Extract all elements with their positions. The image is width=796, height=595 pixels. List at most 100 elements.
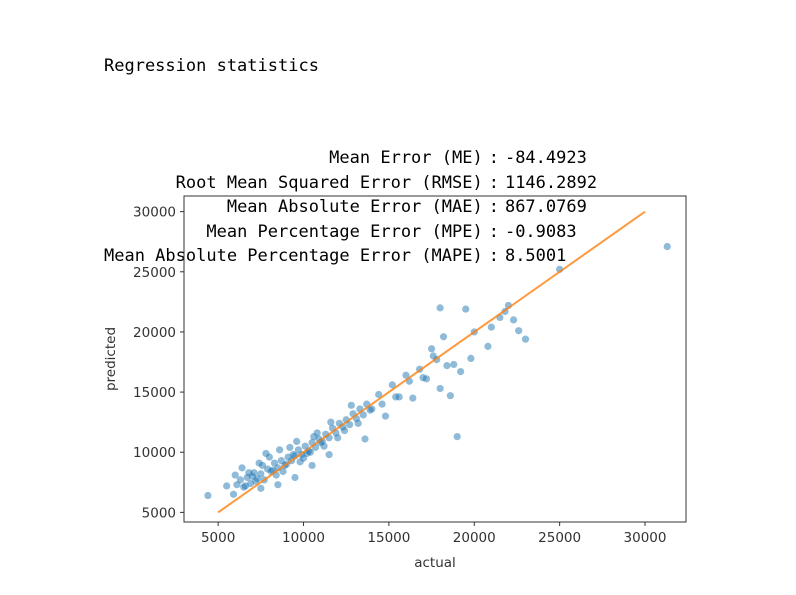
data-point <box>368 405 376 413</box>
data-point <box>257 470 265 478</box>
y-axis-ticks: 5000 10000 15000 20000 25000 30000 <box>133 205 184 521</box>
data-point <box>392 393 400 401</box>
metric-separator: : <box>488 246 499 266</box>
data-point <box>439 333 448 341</box>
y-tick-label: 15000 <box>133 385 176 401</box>
data-point <box>274 481 282 489</box>
data-point <box>453 432 461 441</box>
data-point <box>419 374 427 382</box>
data-point <box>663 242 671 251</box>
data-point <box>262 449 270 458</box>
metric-label: Mean Error (ME) <box>329 148 483 168</box>
y-tick-label: 20000 <box>133 325 176 341</box>
data-point <box>347 401 355 409</box>
data-point <box>354 419 362 427</box>
data-point <box>361 435 369 443</box>
x-tick-label: 20000 <box>453 530 496 546</box>
data-point <box>381 412 390 420</box>
plot-frame <box>183 195 687 523</box>
data-point <box>340 426 349 435</box>
data-point <box>279 467 287 476</box>
data-point <box>487 323 495 331</box>
metrics-table: Mean Error (ME) : -84.4923 Root Mean Squ… <box>104 146 597 269</box>
data-point <box>509 316 518 324</box>
data-point <box>388 381 396 389</box>
data-point <box>296 458 304 466</box>
y-axis-label: predicted <box>103 327 119 391</box>
x-tick-label: 5000 <box>201 530 235 546</box>
x-tick-label: 30000 <box>624 530 667 546</box>
output-heading: Regression statistics <box>104 56 319 76</box>
data-point <box>346 420 354 429</box>
data-point <box>450 360 458 369</box>
data-point <box>436 304 444 312</box>
metric-label: Root Mean Squared Error (RMSE) <box>175 172 483 193</box>
data-point <box>467 354 475 362</box>
data-point <box>223 482 231 490</box>
metric-row: Mean Error (ME) : -84.4923 <box>104 146 597 171</box>
metric-separator: : <box>488 172 499 193</box>
metric-label: Mean Percentage Error (MPE) <box>206 221 483 242</box>
data-point <box>446 392 454 400</box>
points-layer <box>204 242 671 500</box>
data-point <box>257 484 265 492</box>
metric-label: Mean Absolute Percentage Error (MAPE) <box>104 246 483 266</box>
y-tick-label: 5000 <box>142 505 176 521</box>
metric-value: 867.0769 <box>504 197 587 217</box>
metric-label: Mean Absolute Error (MAE) <box>226 197 483 217</box>
data-point <box>521 335 530 343</box>
metric-row: Mean Absolute Percentage Error (MAPE) : … <box>104 244 597 269</box>
data-point <box>286 443 294 452</box>
data-point <box>238 464 246 472</box>
data-point <box>334 434 342 442</box>
data-point <box>293 437 301 446</box>
y-tick-label: 30000 <box>133 205 176 221</box>
metric-separator: : <box>488 197 499 217</box>
data-point <box>276 446 284 454</box>
x-axis-ticks: 5000 10000 15000 20000 25000 30000 <box>201 522 667 546</box>
x-axis-label: actual <box>414 555 456 571</box>
data-point <box>443 362 451 370</box>
data-point <box>378 400 386 408</box>
data-point <box>241 482 250 490</box>
data-point <box>402 371 410 379</box>
data-point <box>289 451 297 459</box>
metric-row: Mean Percentage Error (MPE) : -0.9083 <box>104 220 597 245</box>
data-point <box>515 327 523 335</box>
regression-output: Regression statistics Mean Error (ME) : … <box>104 14 597 289</box>
data-point <box>204 491 212 500</box>
data-point <box>229 490 238 498</box>
metric-value: 8.5001 <box>504 246 567 266</box>
y-tick-label: 10000 <box>133 445 176 461</box>
data-point <box>236 476 244 484</box>
data-point <box>291 473 299 482</box>
x-tick-label: 15000 <box>367 530 410 546</box>
data-point <box>457 368 465 376</box>
data-point <box>462 305 470 313</box>
data-point <box>409 394 417 402</box>
reference-line <box>217 210 646 514</box>
metric-row: Root Mean Squared Error (RMSE) : 1146.28… <box>104 171 597 196</box>
data-point <box>427 345 436 353</box>
data-point <box>327 418 335 426</box>
x-tick-label: 25000 <box>538 530 581 546</box>
metric-separator: : <box>488 221 499 242</box>
data-point <box>248 472 256 480</box>
data-point <box>375 390 383 399</box>
y-tick-label: 25000 <box>133 265 176 281</box>
metric-value: -0.9083 <box>504 221 577 242</box>
metric-separator: : <box>488 148 499 168</box>
x-tick-label: 10000 <box>282 530 325 546</box>
data-point <box>308 461 316 470</box>
metric-value: 1146.2892 <box>504 172 598 193</box>
metric-row: Mean Absolute Error (MAE) : 867.0769 <box>104 195 597 220</box>
data-point <box>484 342 492 350</box>
data-point <box>255 459 263 467</box>
data-point <box>325 451 333 459</box>
data-point <box>436 384 444 393</box>
data-point <box>310 432 318 441</box>
data-point <box>231 471 239 479</box>
metric-value: -84.4923 <box>504 148 587 168</box>
data-point <box>359 411 367 419</box>
